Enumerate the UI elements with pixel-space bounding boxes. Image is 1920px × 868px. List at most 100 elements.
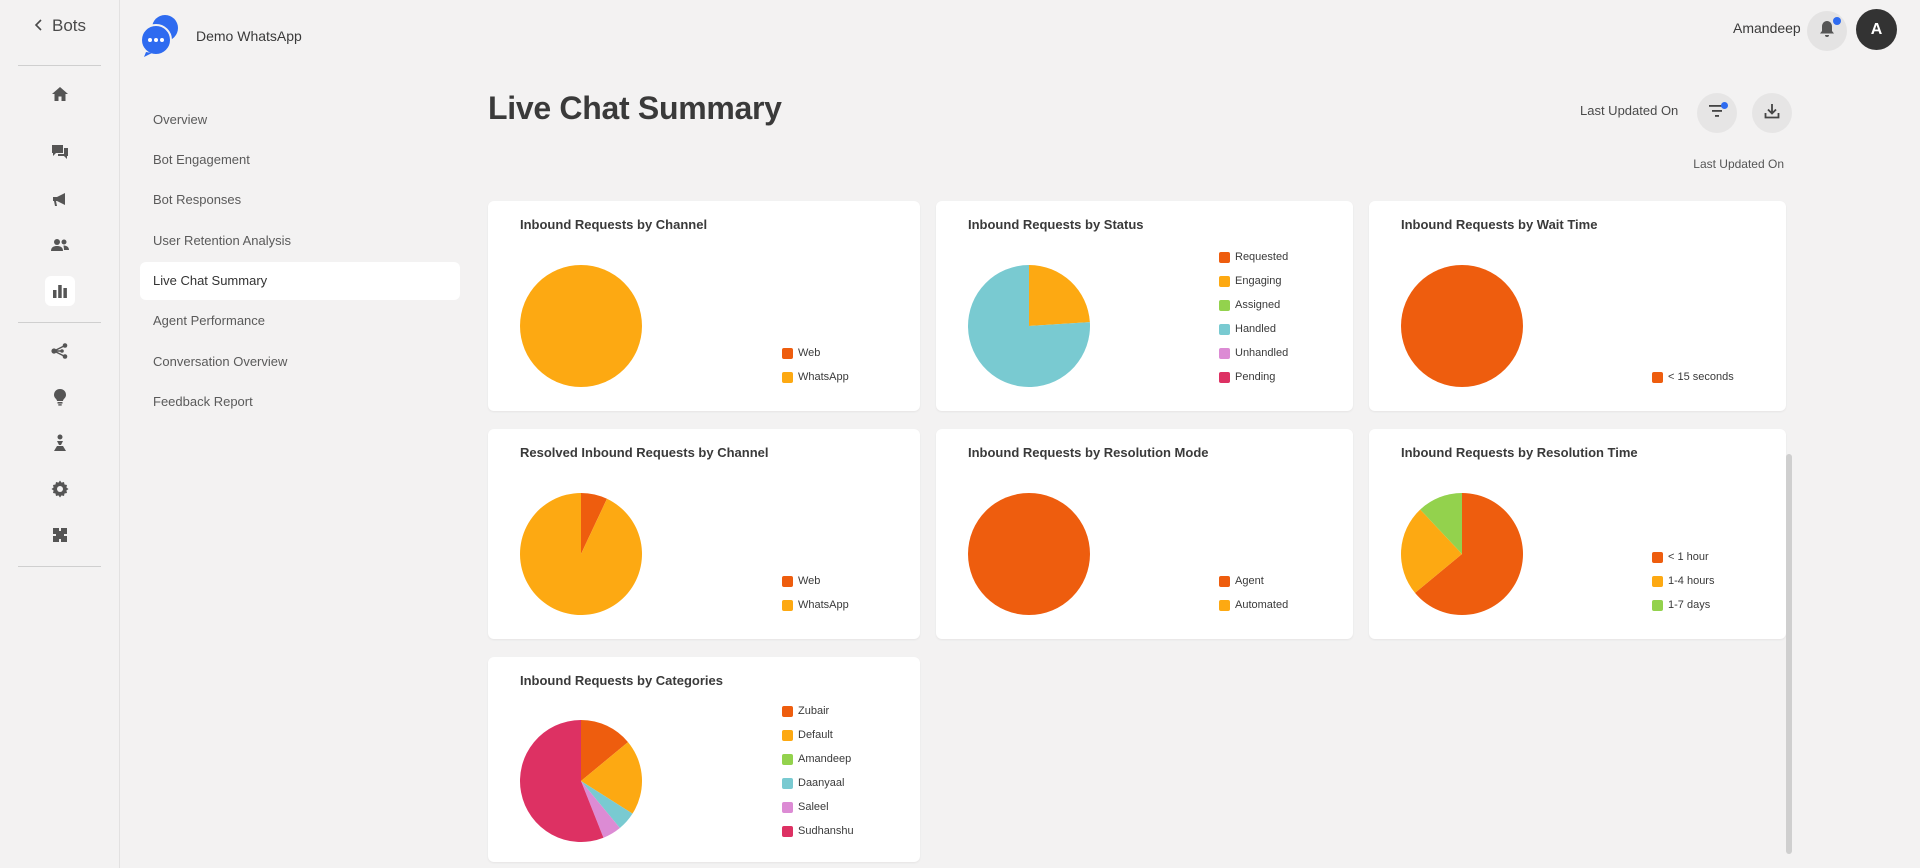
chart-title: Inbound Requests by Categories: [520, 673, 723, 688]
download-button[interactable]: [1752, 93, 1792, 133]
subnav-item[interactable]: Feedback Report: [153, 394, 253, 410]
back-to-bots-link[interactable]: Bots: [34, 16, 86, 36]
legend-swatch: [1219, 371, 1230, 383]
legend-item[interactable]: Web: [782, 569, 849, 593]
legend-label: Saleel: [798, 801, 829, 813]
notifications-button[interactable]: [1807, 11, 1847, 51]
legend-item[interactable]: Handled: [1219, 317, 1288, 341]
pie-slice-web[interactable]: [581, 493, 607, 554]
analytics-subnav: Overview Bot Engagement Bot Responses User …: [140, 100, 460, 423]
last-updated-label: Last Updated On: [1580, 103, 1679, 118]
gear-icon[interactable]: [45, 474, 75, 504]
megaphone-icon[interactable]: [45, 184, 75, 214]
legend-item[interactable]: Web: [782, 341, 849, 365]
legend-swatch: [1219, 575, 1230, 587]
subnav-item[interactable]: Agent Performance: [153, 313, 266, 329]
pie-chart[interactable]: [1401, 493, 1523, 615]
bot-brand: Demo WhatsApp: [138, 14, 302, 58]
bot-name: Demo WhatsApp: [196, 28, 302, 44]
subnav-item[interactable]: User Retention Analysis: [153, 232, 292, 248]
pie-slice-saleel[interactable]: [581, 781, 620, 838]
flow-icon[interactable]: [45, 336, 75, 366]
pie-chart[interactable]: [520, 493, 642, 615]
hierarchy-icon[interactable]: [45, 428, 75, 458]
pie-slice-zubair[interactable]: [581, 720, 629, 781]
chart-title: Inbound Requests by Channel: [520, 217, 708, 232]
legend-item[interactable]: 1-4 hours: [1652, 569, 1714, 593]
subnav-item[interactable]: Live Chat Summary: [140, 261, 460, 300]
pie-slice-15-seconds[interactable]: [1401, 265, 1523, 387]
download-icon: [1764, 103, 1780, 124]
puzzle-icon[interactable]: [45, 520, 75, 550]
analytics-icon[interactable]: [45, 276, 75, 306]
pie-chart[interactable]: [968, 493, 1090, 615]
legend-item[interactable]: Sudhanshu: [782, 819, 854, 843]
pie-slice-agent[interactable]: [968, 493, 1090, 615]
legend-item[interactable]: Agent: [1219, 569, 1288, 593]
chart-title: Inbound Requests by Resolution Mode: [968, 445, 1209, 460]
legend-item[interactable]: Unhandled: [1219, 341, 1288, 365]
legend-label: < 15 seconds: [1668, 371, 1734, 383]
legend-swatch: [1219, 299, 1230, 311]
pie-slice-sudhanshu[interactable]: [520, 720, 604, 842]
legend-item[interactable]: Pending: [1219, 365, 1288, 389]
pie-chart[interactable]: [1401, 265, 1523, 387]
chart-title: Inbound Requests by Resolution Time: [1401, 445, 1638, 460]
pie-chart[interactable]: [520, 265, 642, 387]
pie-chart[interactable]: [520, 720, 642, 842]
legend-label: Web: [798, 575, 821, 587]
home-icon[interactable]: [45, 79, 75, 109]
avatar[interactable]: A: [1856, 9, 1897, 50]
users-icon[interactable]: [45, 230, 75, 260]
chart-title: Inbound Requests by Wait Time: [1401, 217, 1598, 232]
legend-swatch: [782, 347, 793, 359]
legend-item[interactable]: WhatsApp: [782, 593, 849, 617]
chart-legend: Requested Engaging Assigned Handled Unhandle…: [1219, 245, 1288, 389]
legend-item[interactable]: Daanyaal: [782, 771, 854, 795]
pie-slice-handled[interactable]: [968, 265, 1090, 387]
subnav-item[interactable]: Overview: [153, 111, 208, 127]
legend-item[interactable]: Saleel: [782, 795, 854, 819]
bot-logo-icon: [138, 14, 182, 58]
legend-item[interactable]: 1-7 days: [1652, 593, 1714, 617]
subnav-item[interactable]: Conversation Overview: [153, 353, 288, 369]
pie-slice-daanyaal[interactable]: [581, 781, 633, 829]
legend-item[interactable]: Requested: [1219, 245, 1288, 269]
back-label: Bots: [52, 16, 87, 35]
pie-slice-whatsapp[interactable]: [520, 265, 642, 387]
subnav-item[interactable]: Bot Responses: [153, 192, 242, 208]
scrollbar[interactable]: [1786, 454, 1792, 854]
legend-swatch: [1219, 599, 1230, 611]
pie-slice-whatsapp[interactable]: [520, 493, 642, 615]
pie-slice-engaging[interactable]: [1029, 265, 1090, 326]
legend-label: Requested: [1235, 251, 1289, 263]
legend-swatch: [1652, 551, 1663, 563]
chart-card: Inbound Requests by Status Requested Engag…: [936, 201, 1353, 411]
legend-label: Agent: [1235, 575, 1264, 587]
pie-chart[interactable]: [968, 265, 1090, 387]
icon-rail: Bots: [0, 0, 120, 868]
legend-item[interactable]: Zubair: [782, 699, 854, 723]
legend-item[interactable]: Default: [782, 723, 854, 747]
pie-slice-default[interactable]: [581, 742, 642, 814]
pie-slice-1-4-hours[interactable]: [1401, 509, 1462, 593]
legend-item[interactable]: < 15 seconds: [1652, 365, 1734, 389]
chart-card: Resolved Inbound Requests by Channel Web W…: [488, 429, 920, 639]
legend-item[interactable]: Automated: [1219, 593, 1288, 617]
chart-legend: Web WhatsApp: [782, 341, 849, 389]
chart-legend: < 15 seconds: [1652, 365, 1734, 389]
subnav-item[interactable]: Bot Engagement: [153, 151, 250, 167]
legend-item[interactable]: < 1 hour: [1652, 545, 1714, 569]
rail-divider: [18, 65, 101, 66]
legend-swatch: [1652, 599, 1663, 611]
bulb-icon[interactable]: [45, 382, 75, 412]
legend-label: Engaging: [1235, 275, 1282, 287]
filter-button[interactable]: [1697, 93, 1737, 133]
legend-item[interactable]: Assigned: [1219, 293, 1288, 317]
chat-icon[interactable]: [45, 137, 75, 167]
legend-item[interactable]: Engaging: [1219, 269, 1288, 293]
pie-slice-1-7-days[interactable]: [1420, 493, 1462, 554]
legend-item[interactable]: WhatsApp: [782, 365, 849, 389]
legend-item[interactable]: Amandeep: [782, 747, 854, 771]
pie-slice-1-hour[interactable]: [1414, 493, 1523, 615]
